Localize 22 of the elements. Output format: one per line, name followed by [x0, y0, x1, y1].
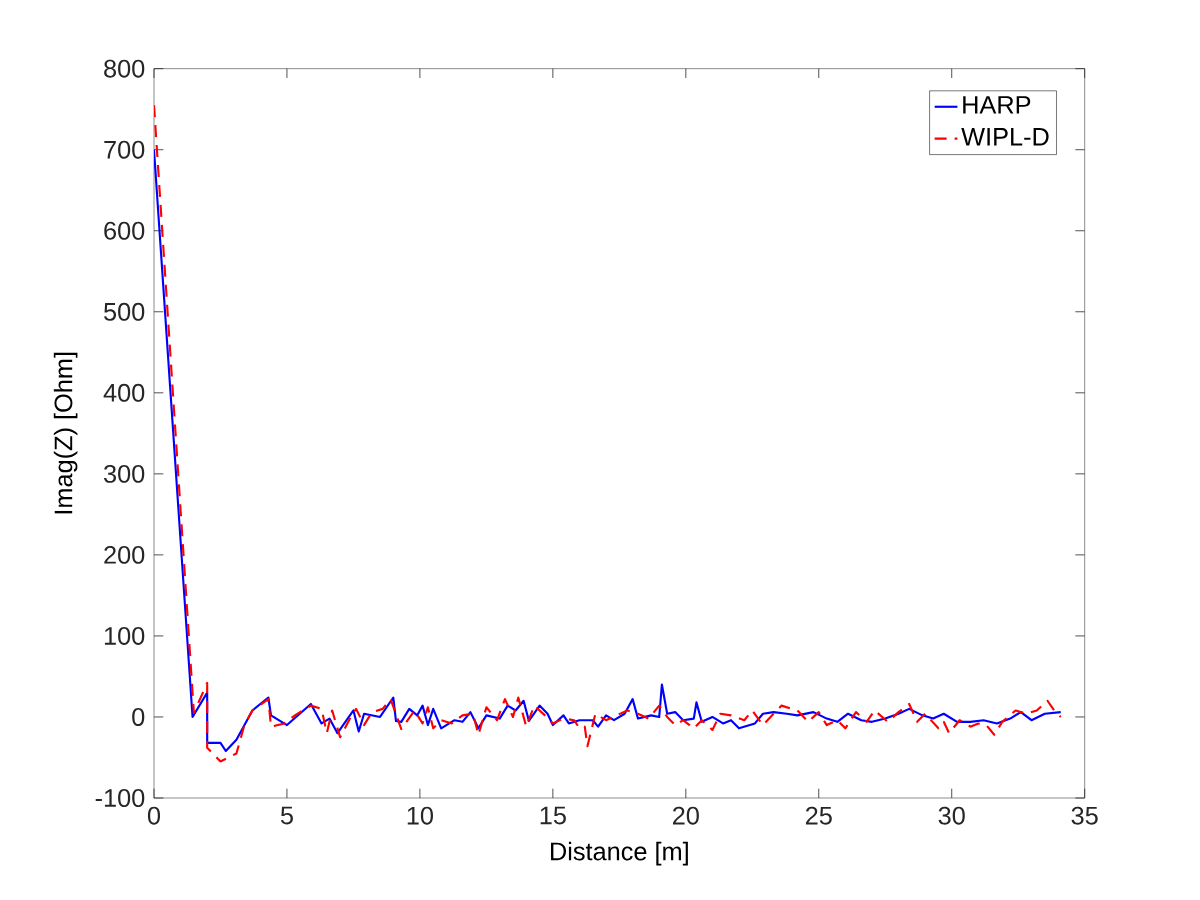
x-tick-label: 20	[673, 806, 699, 825]
x-tick-label: 35	[1071, 806, 1098, 825]
y-tick-label: 100	[104, 626, 145, 645]
legend-label: HARP	[963, 96, 1031, 114]
y-tick-label: 500	[104, 302, 145, 321]
y-tick-label: 400	[103, 383, 145, 402]
x-axis-title: Distance [m]	[551, 841, 688, 866]
x-tick-label: 10	[407, 806, 433, 825]
legend-label: WIPL-D	[961, 128, 1049, 146]
y-tick-label: 700	[104, 140, 145, 159]
x-tick-label: 25	[805, 806, 832, 825]
x-tick-label: 5	[280, 806, 293, 825]
x-tick-label: 15	[540, 806, 566, 825]
y-tick-label: -100	[95, 789, 145, 807]
y-tick-label: 800	[104, 59, 145, 78]
x-tick-label: 0	[147, 806, 161, 825]
y-tick-label: 200	[104, 545, 145, 564]
y-tick-label: 300	[103, 464, 145, 483]
x-tick-label: 30	[938, 806, 965, 825]
y-tick-label: 600	[104, 221, 145, 240]
y-axis-title: Imag(Z) [Ohm]	[53, 352, 78, 514]
y-tick-label: 0	[132, 707, 145, 726]
